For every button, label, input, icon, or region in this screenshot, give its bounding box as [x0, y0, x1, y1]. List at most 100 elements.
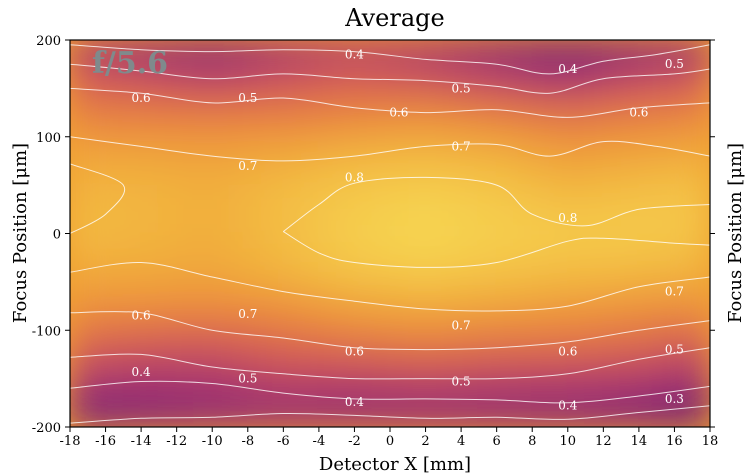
heat-cell: [193, 103, 214, 122]
heat-cell: [620, 168, 640, 187]
heat-cell: [353, 264, 374, 283]
heat-cell: [389, 184, 409, 203]
heat-cell: [246, 377, 267, 396]
heat-cell: [406, 184, 427, 203]
heat-cell: [175, 345, 196, 364]
heat-cell: [442, 329, 463, 348]
heat-cell: [477, 55, 498, 74]
heat-cell: [566, 248, 587, 267]
heat-cell: [140, 40, 160, 58]
heat-cell: [566, 168, 587, 187]
heat-cell: [70, 377, 89, 396]
heat-cell: [70, 280, 89, 299]
heat-cell: [229, 248, 249, 267]
heat-cell: [70, 184, 89, 203]
heat-cell: [175, 40, 196, 58]
heat-cell: [229, 119, 249, 138]
heat-cell: [477, 313, 498, 332]
heat-cell: [655, 377, 676, 396]
heat-cell: [460, 151, 480, 170]
heat-cell: [229, 151, 249, 170]
heat-cell: [655, 40, 676, 58]
heat-cell: [460, 280, 480, 299]
heat-cell: [140, 200, 160, 219]
heat-cell: [282, 280, 303, 299]
heat-cell: [424, 329, 445, 348]
heat-cell: [335, 71, 356, 90]
heat-cell: [175, 297, 196, 316]
heat-cell: [691, 280, 710, 299]
heat-cell: [513, 87, 534, 106]
heat-cell: [122, 329, 143, 348]
contour-label: 0.7: [238, 159, 257, 173]
heat-cell: [211, 297, 231, 316]
heat-cell: [157, 297, 178, 316]
heat-cell: [655, 313, 676, 332]
heat-cell: [371, 313, 391, 332]
heat-cell: [495, 87, 516, 106]
heat-cell: [300, 232, 320, 251]
heat-cell: [513, 361, 534, 380]
heat-cell: [140, 361, 160, 380]
contour-label: 0.8: [558, 211, 577, 225]
heat-cell: [353, 184, 374, 203]
heat-cell: [531, 280, 551, 299]
heat-cell: [371, 264, 391, 283]
heat-cell: [353, 280, 374, 299]
heat-cell: [602, 393, 623, 412]
heat-cell: [175, 151, 196, 170]
heat-cell: [602, 297, 623, 316]
heat-cell: [424, 361, 445, 380]
heat-cell: [549, 280, 569, 299]
heat-cell: [477, 409, 498, 427]
x-tick-label: 2: [421, 434, 429, 449]
heat-cell: [122, 216, 143, 235]
x-tick-label: 8: [528, 434, 536, 449]
heat-cell: [566, 200, 587, 219]
heat-cell: [620, 297, 640, 316]
heat-cell: [424, 409, 445, 427]
heat-cell: [424, 135, 445, 154]
heat-cell: [264, 40, 285, 58]
heat-cell: [246, 119, 267, 138]
heat-cell: [406, 232, 427, 251]
heat-cell: [549, 248, 569, 267]
heat-cell: [86, 361, 107, 380]
heat-cell: [406, 248, 427, 267]
heat-cell: [406, 87, 427, 106]
heat-cell: [531, 168, 551, 187]
heat-cell: [442, 216, 463, 235]
heat-cell: [246, 55, 267, 74]
heat-cell: [477, 168, 498, 187]
contour-line: [283, 231, 710, 268]
heat-cell: [264, 135, 285, 154]
heat-cell: [460, 103, 480, 122]
heat-cell: [442, 264, 463, 283]
heat-cell: [229, 200, 249, 219]
contour-label: 0.6: [558, 345, 577, 359]
heat-cell: [549, 168, 569, 187]
heatmap-field: [70, 40, 710, 427]
heat-cell: [282, 40, 303, 58]
heat-cell: [122, 280, 143, 299]
heat-cell: [211, 313, 231, 332]
heat-cell: [477, 103, 498, 122]
heat-cell: [513, 264, 534, 283]
heat-cell: [460, 297, 480, 316]
heat-cell: [211, 232, 231, 251]
heat-cell: [566, 103, 587, 122]
heat-cell: [602, 216, 623, 235]
heat-cell: [424, 248, 445, 267]
heat-cell: [460, 409, 480, 427]
heat-cell: [86, 280, 107, 299]
contour-label: 0.4: [558, 399, 577, 413]
heat-cell: [424, 200, 445, 219]
heat-cell: [211, 361, 231, 380]
heat-cell: [211, 216, 231, 235]
heat-cell: [655, 151, 676, 170]
heat-cell: [477, 87, 498, 106]
heat-cell: [371, 393, 391, 412]
heat-cell: [122, 361, 143, 380]
heat-cell: [602, 184, 623, 203]
heat-cell: [566, 377, 587, 396]
